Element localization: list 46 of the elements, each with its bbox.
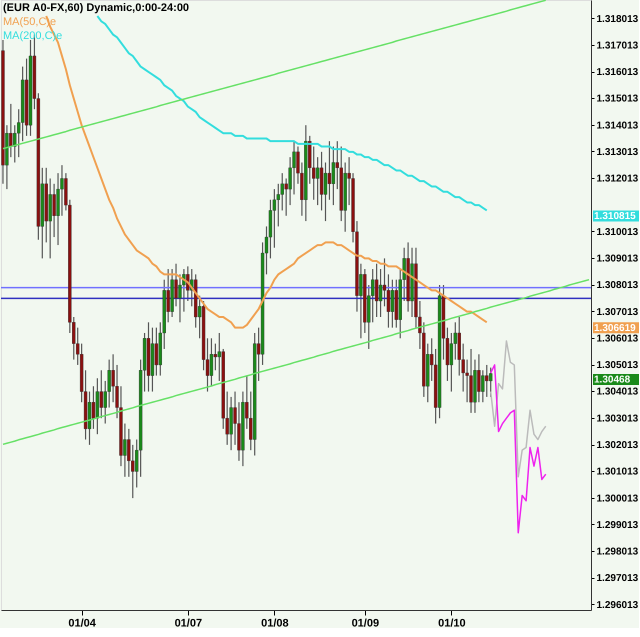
y-tick-label: 1.306619 [594,322,636,334]
y-tick-label: 1.315013 [596,94,639,105]
y-tick-label: 1.310013 [596,226,639,238]
candlestick [489,367,492,398]
y-tick-label: 1.308013 [596,280,639,292]
candlestick [154,327,158,376]
y-tick-label: 1.307013 [596,306,639,318]
y-tick-label: 1.309013 [596,254,639,265]
y-tick-label: 1.301013 [596,466,639,478]
x-tick-label: 01/04 [68,618,97,630]
y-tick-label: 1.303013 [596,413,639,424]
y-tick-label: 1.299013 [596,520,639,531]
y-tick-label: 1.296013 [596,600,639,611]
y-tick-label: 1.314013 [596,120,639,132]
y-tick-label: 1.298013 [596,546,639,558]
y-tick-label: 1.30468 [594,374,631,386]
candlestick [92,386,96,430]
y-tick-label: 1.318013 [596,14,639,25]
x-tick-label: 01/07 [174,618,202,630]
y-tick-label: 1.306013 [596,333,639,344]
line-series [96,14,488,212]
candlestick [390,279,394,328]
candlestick [485,364,488,398]
line-series [490,340,547,478]
candlestick [52,183,56,238]
candlestick [100,370,103,419]
x-tick-label: 01/08 [261,618,289,630]
y-tick-label: 1.305013 [596,360,639,372]
line-series [490,364,547,534]
y-tick-label: 1.297013 [596,573,639,584]
line-series [2,278,590,446]
y-tick-label: 1.312013 [596,174,639,185]
candlestick [316,156,320,206]
y-tick-label: 1.302013 [596,440,639,451]
candlestick [477,354,481,403]
y-tick-label: 1.300013 [596,493,639,504]
y-tick-label: 1.304013 [596,386,639,398]
y-tick-label: 1.317013 [596,40,639,52]
chart-title: (EUR A0-FX,60) Dynamic,0:00-24:00 [3,2,190,14]
candlestick [328,140,332,200]
y-tick-label: 1.316013 [596,67,639,78]
x-tick-label: 01/10 [438,618,466,630]
line-series [2,0,547,150]
y-tick-label: 1.310815 [594,211,636,222]
y-tick-label: 1.313013 [596,146,639,158]
x-tick-label: 01/09 [352,618,380,630]
